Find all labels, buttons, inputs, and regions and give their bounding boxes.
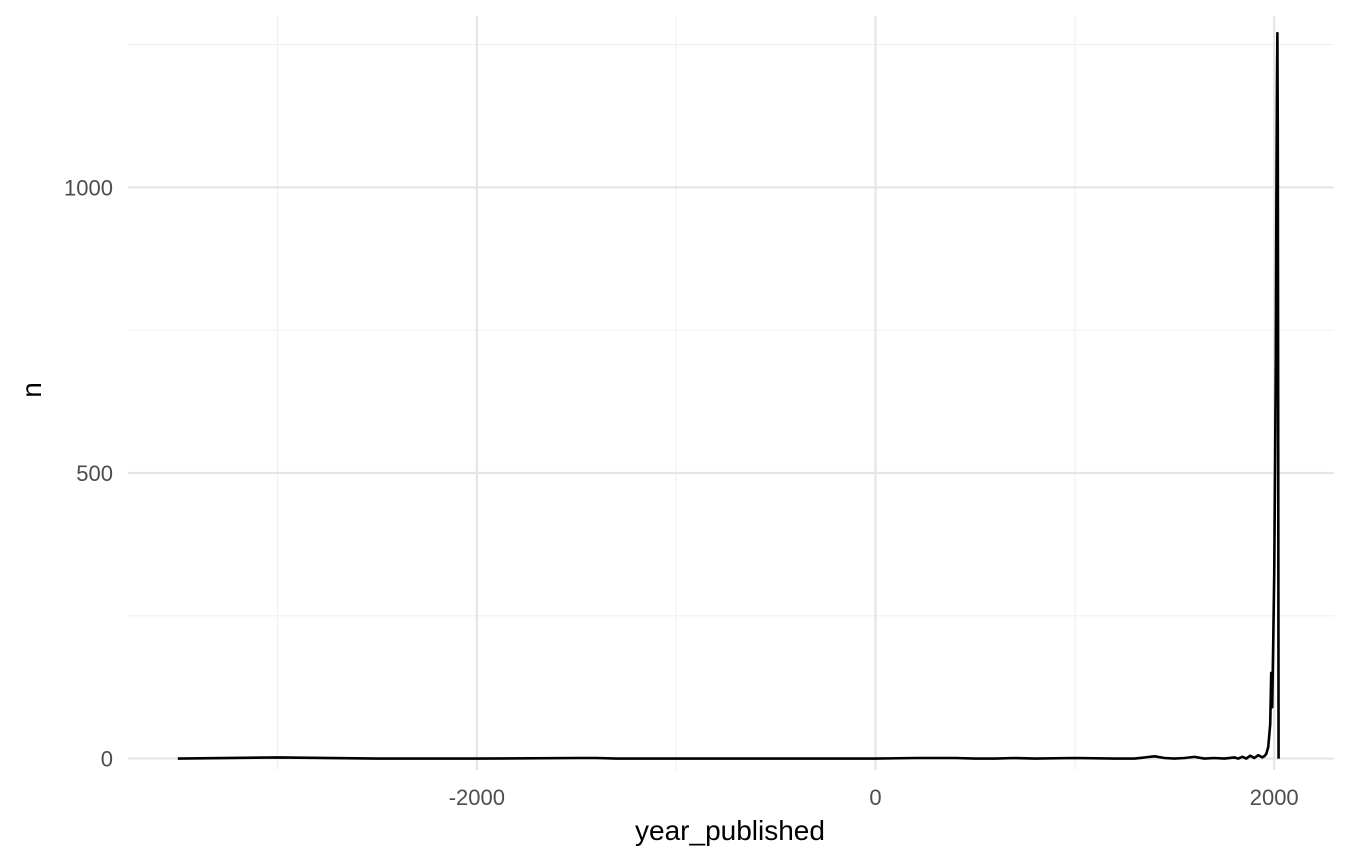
series-line (177, 31, 1280, 760)
y-axis-title: n (16, 382, 47, 398)
minor-x-gridlines (276, 16, 1076, 770)
y-tick-labels: 0 500 1000 (64, 175, 113, 771)
x-axis-title: year_published (635, 815, 825, 846)
x-tick-label: -2000 (449, 785, 505, 810)
x-tick-label: 0 (869, 785, 881, 810)
x-tick-labels: -2000 0 2000 (449, 785, 1299, 810)
y-tick-label: 0 (101, 747, 113, 772)
major-y-gridlines (128, 186, 1334, 760)
y-tick-label: 500 (76, 461, 113, 486)
major-x-gridlines (475, 16, 1276, 770)
x-tick-label: 2000 (1250, 785, 1299, 810)
y-tick-label: 1000 (64, 175, 113, 200)
minor-y-gridlines (128, 44, 1334, 617)
